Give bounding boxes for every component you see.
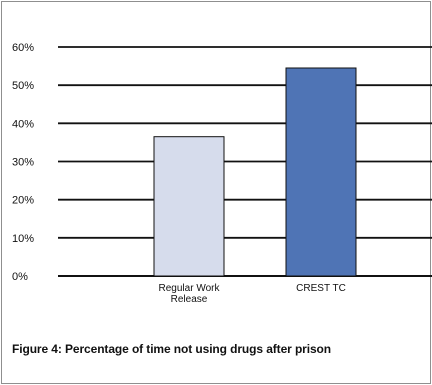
y-tick-label: 20% [12, 195, 34, 207]
bars [153, 67, 357, 277]
bar-0 [153, 136, 225, 277]
x-tick-label: Regular Work Release [159, 283, 221, 305]
y-tick-labels: 0% 10% 20% 30% 40% 50% 60% [12, 42, 34, 283]
y-tick-label: 0% [12, 271, 28, 283]
x-tick-label: CREST TC [296, 283, 346, 294]
figure-caption: Figure 4: Percentage of time not using d… [12, 342, 332, 356]
y-tick-label: 50% [12, 80, 34, 92]
y-tick-label: 40% [12, 118, 34, 130]
y-tick-label: 10% [12, 233, 34, 245]
bar-1 [285, 67, 357, 277]
y-tick-label: 60% [12, 42, 34, 54]
y-tick-label: 30% [12, 157, 34, 169]
bar-chart: 0% 10% 20% 30% 40% 50% 60% Regular Work Release… [12, 42, 432, 305]
gridlines [58, 46, 432, 277]
x-tick-labels: Regular Work Release CREST TC [159, 283, 346, 305]
